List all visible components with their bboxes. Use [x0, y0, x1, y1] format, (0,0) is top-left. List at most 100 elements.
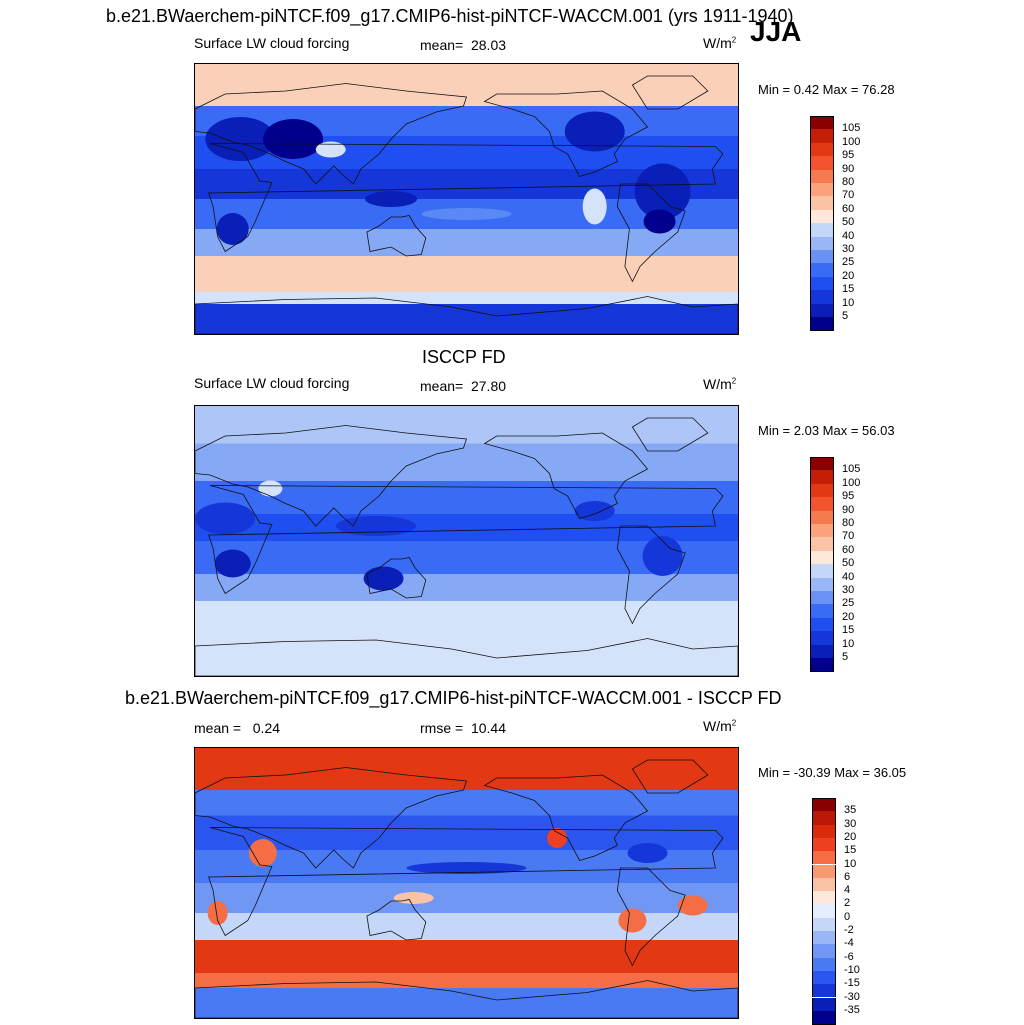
africa-outline [208, 143, 724, 253]
greenland-outline [631, 75, 709, 110]
colorbar-box [810, 497, 834, 511]
california-feature [547, 828, 567, 848]
antarctica-outline [195, 296, 738, 334]
n-america-outline [483, 90, 649, 177]
colorbar-level-label: 30 [842, 584, 855, 596]
colorbar-box [812, 851, 836, 865]
colorbar-level-label: 80 [842, 176, 855, 188]
colorbar-level-label: 6 [844, 870, 851, 883]
colorbar-level-label: 30 [844, 817, 857, 830]
panel3-rmse-value: 10.44 [470, 720, 507, 736]
panel3-mean: mean = 0.24 [194, 720, 280, 736]
colorbar-level-label: 80 [842, 517, 855, 529]
season-label: JJA [750, 16, 802, 47]
colorbar-box [812, 904, 836, 918]
panel2-minmax: Min = 2.03 Max = 56.03 [758, 423, 895, 438]
southern-ocean-band [195, 601, 738, 676]
colorbar-box [810, 591, 834, 605]
colorbar-box [810, 524, 834, 538]
panel3-units-sup: 2 [731, 718, 737, 728]
africa-core [195, 502, 256, 535]
colorbar-level-label: 10 [842, 296, 855, 309]
spcz-band [421, 208, 512, 220]
panel2-map-plot [195, 406, 738, 676]
colorbar-box [810, 263, 834, 277]
eurasia-outline [195, 425, 468, 527]
antarctica-outline [195, 638, 738, 676]
mexico-core [574, 501, 615, 521]
eurasia-core [205, 117, 276, 161]
southern-ocean-band [195, 256, 738, 292]
colorbar-box [812, 811, 836, 825]
colorbar-level-label: -15 [844, 977, 860, 990]
antarctica-band [195, 304, 738, 334]
itcz-band [406, 862, 527, 874]
colorbar-level-label: 15 [842, 624, 855, 637]
colorbar-level-label: 25 [842, 256, 855, 269]
andes-feature [618, 908, 647, 933]
colorbar-box [810, 510, 834, 524]
panel2-mean: mean= 27.80 [420, 378, 506, 394]
panel3-mean-value: 0.24 [252, 720, 281, 736]
colorbar-box [812, 944, 836, 958]
colorbar-level-label: 100 [842, 476, 861, 489]
colorbar-level-label: 20 [844, 830, 857, 843]
panel1-units-text: W/m [703, 35, 732, 51]
colorbar-box [812, 798, 836, 813]
colorbar-box [812, 824, 836, 838]
antarctica-outline [195, 980, 738, 1018]
colorbar-level-label: 95 [842, 149, 855, 162]
colorbar-level-label: 100 [842, 135, 861, 148]
colorbar-level-label: -4 [844, 937, 854, 950]
colorbar-box [812, 917, 836, 931]
colorbar-box [810, 658, 834, 673]
panel3-minmax: Min = -30.39 Max = 36.05 [758, 765, 907, 780]
colorbar-level-label: -2 [844, 924, 854, 936]
australia-core [363, 566, 404, 591]
namibia-feature [207, 901, 228, 925]
s-america-outline [616, 525, 686, 625]
sea-ice-band [195, 973, 738, 988]
colorbar-box [812, 837, 836, 852]
sh-subtrop-band [195, 574, 738, 601]
panel3-rmse-label: rmse = [420, 720, 464, 736]
sh-subtrop-band [195, 229, 738, 256]
colorbar-level-label: 50 [842, 216, 855, 229]
panel2-units: W/m2 [703, 376, 736, 392]
colorbar-box [810, 250, 834, 264]
panel3-rmse: rmse = 10.44 [420, 720, 506, 736]
panel3-map-plot [195, 748, 738, 1018]
colorbar-level-label: 5 [842, 651, 849, 663]
colorbar-level-label: 25 [842, 597, 855, 610]
colorbar-level-label: 60 [842, 202, 855, 215]
atlantic-warm-feature [677, 895, 708, 916]
colorbar-level-label: 40 [842, 229, 855, 242]
colorbar-level-label: 20 [842, 610, 855, 623]
sea-ice-band [195, 292, 738, 304]
colorbar-level-label: 105 [842, 463, 861, 476]
arctic-band [195, 64, 738, 106]
panel1-map [194, 63, 739, 335]
sh-subtrop-band [195, 913, 738, 940]
brazil-core [643, 209, 676, 234]
southern-ocean-band [195, 940, 738, 973]
colorbar-box [810, 617, 834, 632]
africa-outline [208, 827, 724, 937]
arabia-feature [258, 480, 283, 497]
colorbar-box [810, 303, 834, 317]
colorbar-box [810, 223, 834, 237]
colorbar-box [810, 631, 834, 645]
panel2-units-text: W/m [703, 376, 732, 392]
colorbar-box [812, 957, 836, 971]
s-america-outline [616, 183, 686, 283]
panel2-title: ISCCP FD [422, 347, 506, 367]
africa-outline [208, 485, 724, 595]
colorbar-box [810, 537, 834, 551]
colorbar-box [810, 577, 834, 591]
colorbar-level-label: 70 [842, 189, 855, 202]
n-america-outline [483, 774, 649, 861]
panel1-minmax: Min = 0.42 Max = 76.28 [758, 82, 895, 97]
n-america-core [564, 111, 625, 152]
colorbar-level-label: 50 [842, 557, 855, 570]
colorbar-level-label: 10 [842, 637, 855, 650]
